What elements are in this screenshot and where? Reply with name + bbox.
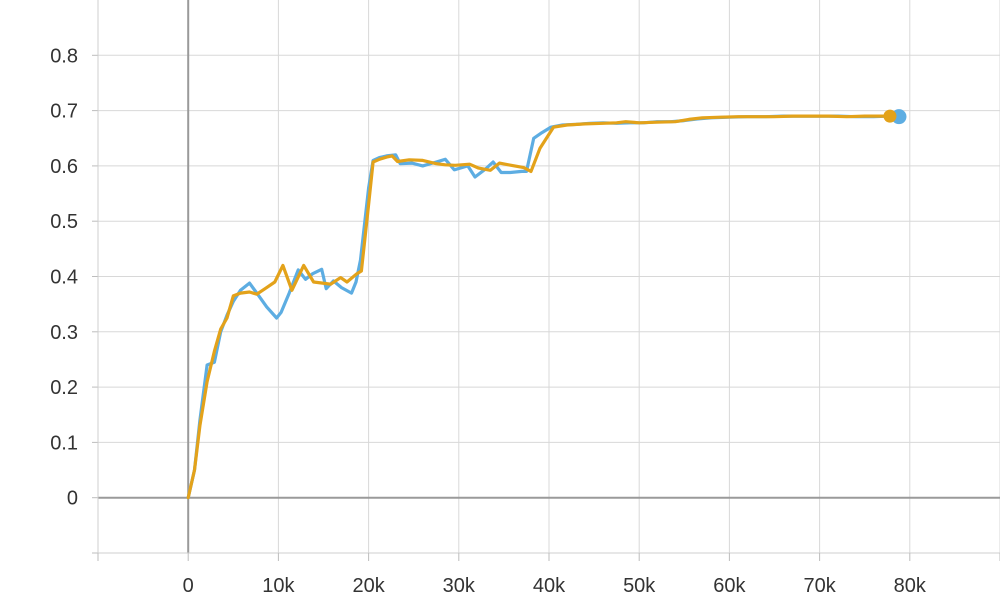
y-tick-label: 0.6 <box>50 156 78 178</box>
x-tick-label: 70k <box>803 575 836 597</box>
series-area <box>186 109 907 500</box>
y-tick-label: 0.8 <box>50 45 78 67</box>
x-tick-label: 0 <box>183 575 194 597</box>
y-tick-label: 0.2 <box>50 377 78 399</box>
y-tick-label: 0.3 <box>50 322 78 344</box>
tick-labels: 0 10k 20k 30k 40k 50k 60k 70k 80k 0 0.1 0.2 0.3 0.4 0.… <box>50 45 927 597</box>
y-tick-label: 0.1 <box>50 432 78 454</box>
series-line-2 <box>186 114 892 500</box>
x-tick-label: 60k <box>713 575 746 597</box>
x-tick-label: 20k <box>352 575 385 597</box>
y-tick-label: 0 <box>67 488 78 510</box>
x-tick-label: 10k <box>262 575 295 597</box>
series-end-point-2 <box>883 109 897 123</box>
y-tick-label: 0.7 <box>50 101 78 123</box>
x-tick-label: 50k <box>623 575 656 597</box>
x-tick-label: 30k <box>443 575 476 597</box>
axes <box>92 0 1000 561</box>
x-tick-label: 40k <box>533 575 566 597</box>
y-tick-label: 0.5 <box>50 211 78 233</box>
series-line-1 <box>186 114 901 500</box>
y-tick-label: 0.4 <box>50 267 78 289</box>
x-tick-label: 80k <box>894 575 927 597</box>
grid <box>97 0 1000 554</box>
